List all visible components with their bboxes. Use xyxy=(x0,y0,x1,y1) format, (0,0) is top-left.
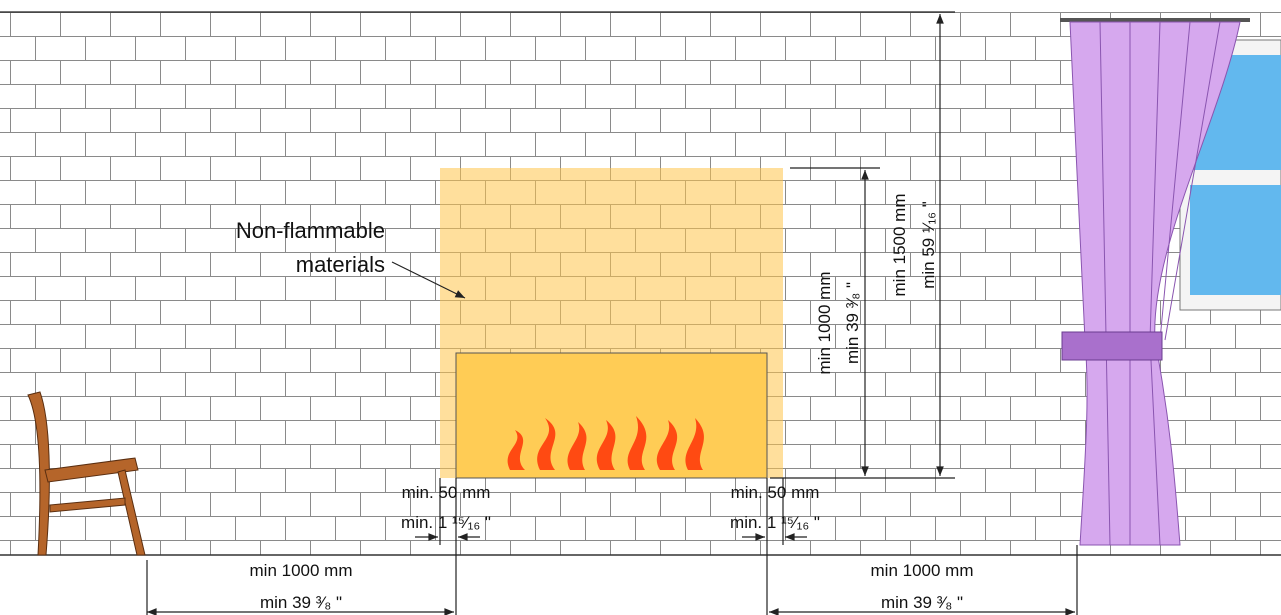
window-glass xyxy=(1190,185,1281,295)
dimension-label: min. 50 mm xyxy=(731,483,820,502)
flames xyxy=(507,416,704,470)
dimension-label: min 1000 mm xyxy=(250,561,353,580)
annotation-line: materials xyxy=(296,252,385,277)
dimension-label: min 1000 mm xyxy=(815,272,834,375)
dimension-label: min 39 ³⁄₈ " xyxy=(260,593,342,612)
dimension-label: min. 1 ¹⁵⁄₁₆ " xyxy=(730,513,820,532)
dimension-label: min 39 ³⁄₈ " xyxy=(881,593,963,612)
dimension-label: min 1000 mm xyxy=(871,561,974,580)
dimension-label: min 59 ¹⁄₁₆ " xyxy=(919,201,938,289)
curtain xyxy=(1060,18,1250,546)
dimension-label: min 1500 mm xyxy=(890,194,909,297)
annotation-arrow xyxy=(391,261,466,299)
dimension-lines xyxy=(0,11,1078,615)
dimension-label: min. 1 ¹⁵⁄₁₆ " xyxy=(401,513,491,532)
dimension-label: min. 50 mm xyxy=(402,483,491,502)
annotation-line: Non-flammable xyxy=(236,218,385,243)
chair xyxy=(27,391,146,556)
dimension-label: min 39 ³⁄₈ " xyxy=(843,282,862,364)
